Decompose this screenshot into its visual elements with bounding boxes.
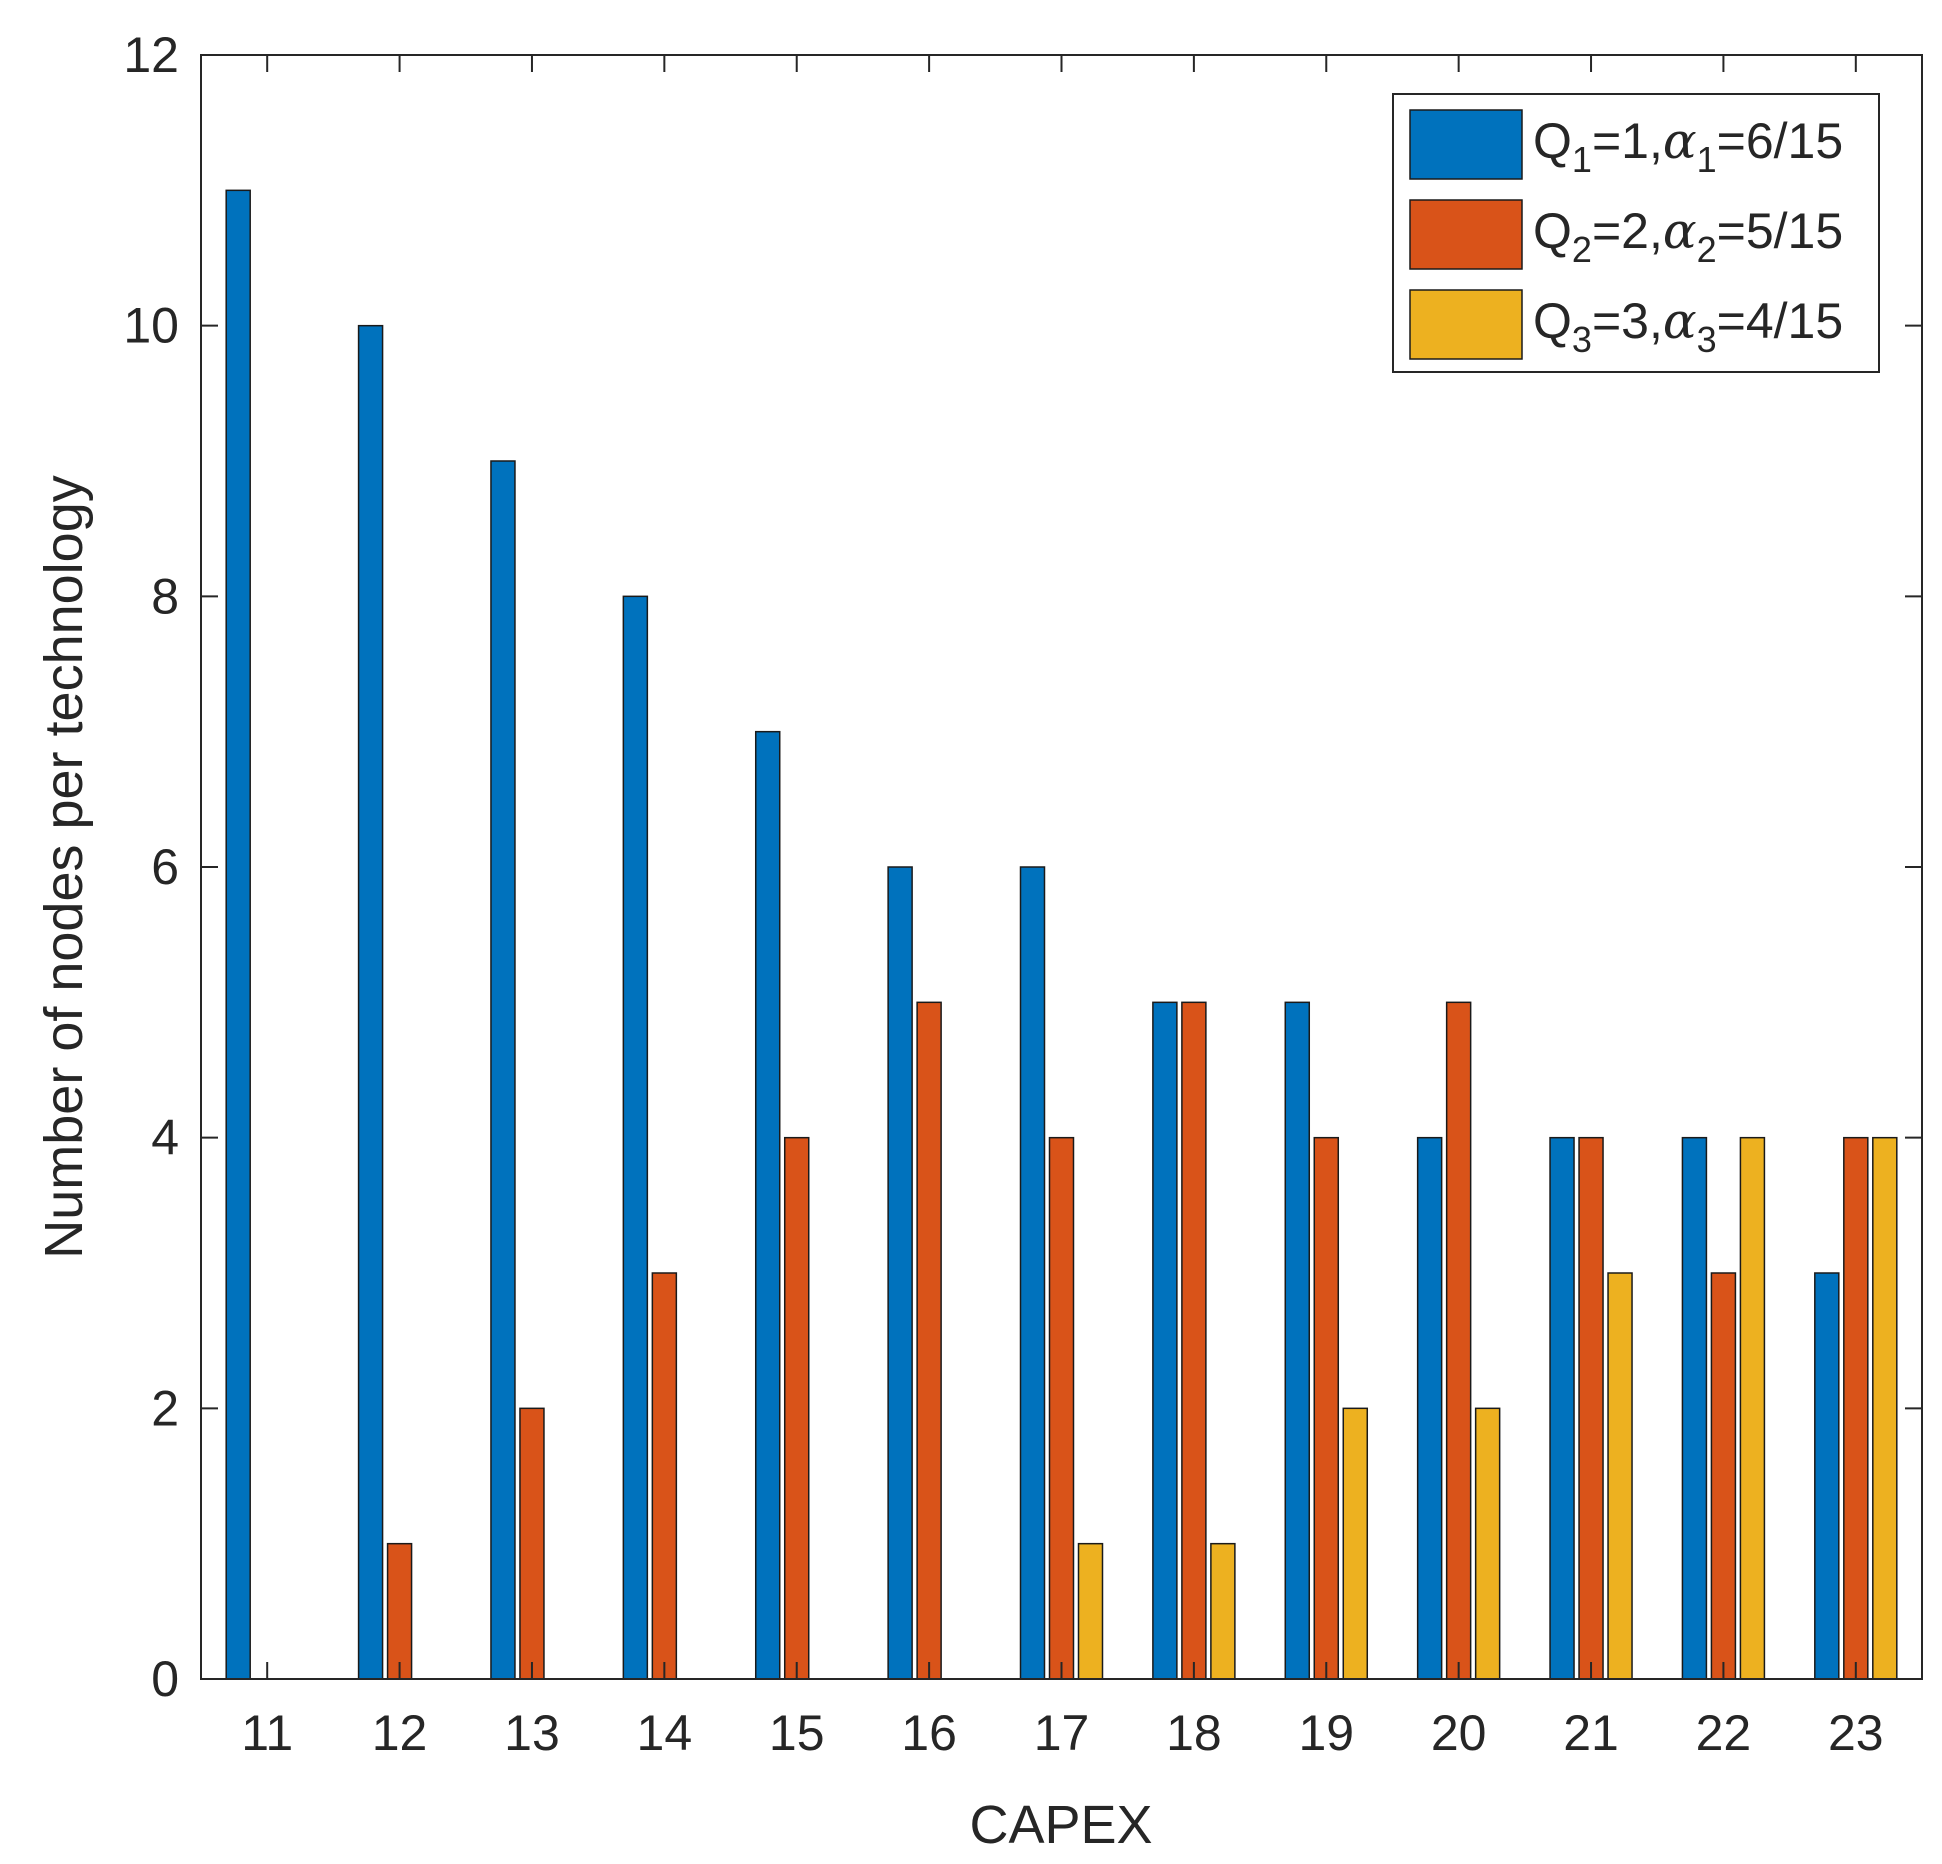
legend-label-2: Q2=2,α2=5/15 xyxy=(1533,202,1843,270)
legend: Q1=1,α1=6/15 Q2=2,α2=5/15 Q3=3,α3=4/15 xyxy=(1392,93,1880,373)
x-tick-label: 15 xyxy=(769,1705,825,1761)
bars-group xyxy=(225,189,1898,1680)
bar-series1-22 xyxy=(1681,1136,1708,1680)
y-tick-label: 4 xyxy=(151,1110,179,1166)
bar-series2-22 xyxy=(1710,1272,1737,1680)
x-tick-label: 11 xyxy=(241,1705,293,1761)
x-tick-label: 16 xyxy=(901,1705,957,1761)
y-tick-label: 12 xyxy=(123,27,179,83)
y-tick-label: 2 xyxy=(151,1380,179,1436)
x-tick-label: 21 xyxy=(1563,1705,1619,1761)
y-tick-label: 0 xyxy=(151,1651,179,1707)
y-tick-label: 10 xyxy=(123,298,179,354)
x-tick-label: 14 xyxy=(637,1705,693,1761)
legend-swatch-3 xyxy=(1409,289,1523,360)
bar-series3-19 xyxy=(1342,1407,1369,1680)
bar-series1-19 xyxy=(1284,1001,1311,1680)
bar-series2-17 xyxy=(1048,1136,1075,1680)
x-tick-labels: 11 12 13 14 15 16 17 18 19 20 21 22 23 xyxy=(241,1705,1883,1761)
bar-series2-15 xyxy=(783,1136,810,1680)
bar-series2-14 xyxy=(651,1272,678,1680)
bar-series3-23 xyxy=(1872,1136,1898,1680)
legend-label-1: Q1=1,α1=6/15 xyxy=(1533,112,1843,180)
bar-series2-21 xyxy=(1578,1136,1604,1680)
y-axis-label: Number of nodes per technology xyxy=(34,475,94,1258)
bar-series1-12 xyxy=(357,324,384,1680)
x-tick-label: 17 xyxy=(1034,1705,1090,1761)
bar-series2-20 xyxy=(1445,1001,1472,1680)
bar-series1-17 xyxy=(1019,866,1046,1680)
x-axis-label: CAPEX xyxy=(969,1795,1152,1855)
x-tick-label: 19 xyxy=(1298,1705,1354,1761)
x-tick-label: 18 xyxy=(1166,1705,1222,1761)
bar-series1-20 xyxy=(1416,1136,1443,1680)
bar-series1-16 xyxy=(887,866,913,1680)
bar-series1-15 xyxy=(754,730,781,1680)
bar-series2-12 xyxy=(386,1542,413,1680)
x-tick-label: 20 xyxy=(1431,1705,1487,1761)
bar-series1-13 xyxy=(490,460,516,1680)
bar-series2-16 xyxy=(916,1001,942,1680)
bar-series3-22 xyxy=(1739,1136,1766,1680)
bar-series2-19 xyxy=(1313,1136,1340,1680)
bar-series2-13 xyxy=(519,1407,545,1680)
x-tick-label: 12 xyxy=(372,1705,428,1761)
bar-series1-11 xyxy=(225,189,251,1680)
bar-series3-21 xyxy=(1607,1272,1633,1680)
x-tick-label: 23 xyxy=(1828,1705,1884,1761)
bar-series3-20 xyxy=(1474,1407,1501,1680)
y-tick-labels: 0 2 4 6 8 10 12 xyxy=(123,27,179,1707)
bar-series1-23 xyxy=(1814,1272,1840,1680)
x-tick-label: 13 xyxy=(504,1705,560,1761)
bar-series1-14 xyxy=(622,595,649,1680)
bar-series1-18 xyxy=(1152,1001,1178,1680)
x-tick-label: 22 xyxy=(1696,1705,1752,1761)
bar-series2-23 xyxy=(1843,1136,1869,1680)
bar-series3-18 xyxy=(1210,1542,1236,1680)
bar-series2-18 xyxy=(1181,1001,1207,1680)
y-tick-label: 6 xyxy=(151,839,179,895)
legend-label-3: Q3=3,α3=4/15 xyxy=(1533,292,1843,360)
legend-swatch-2 xyxy=(1409,199,1523,270)
plot-area-frame xyxy=(200,54,1923,1680)
bar-series3-17 xyxy=(1077,1542,1104,1680)
bar-series1-21 xyxy=(1549,1136,1575,1680)
y-tick-label: 8 xyxy=(151,568,179,624)
legend-swatch-1 xyxy=(1409,109,1523,180)
